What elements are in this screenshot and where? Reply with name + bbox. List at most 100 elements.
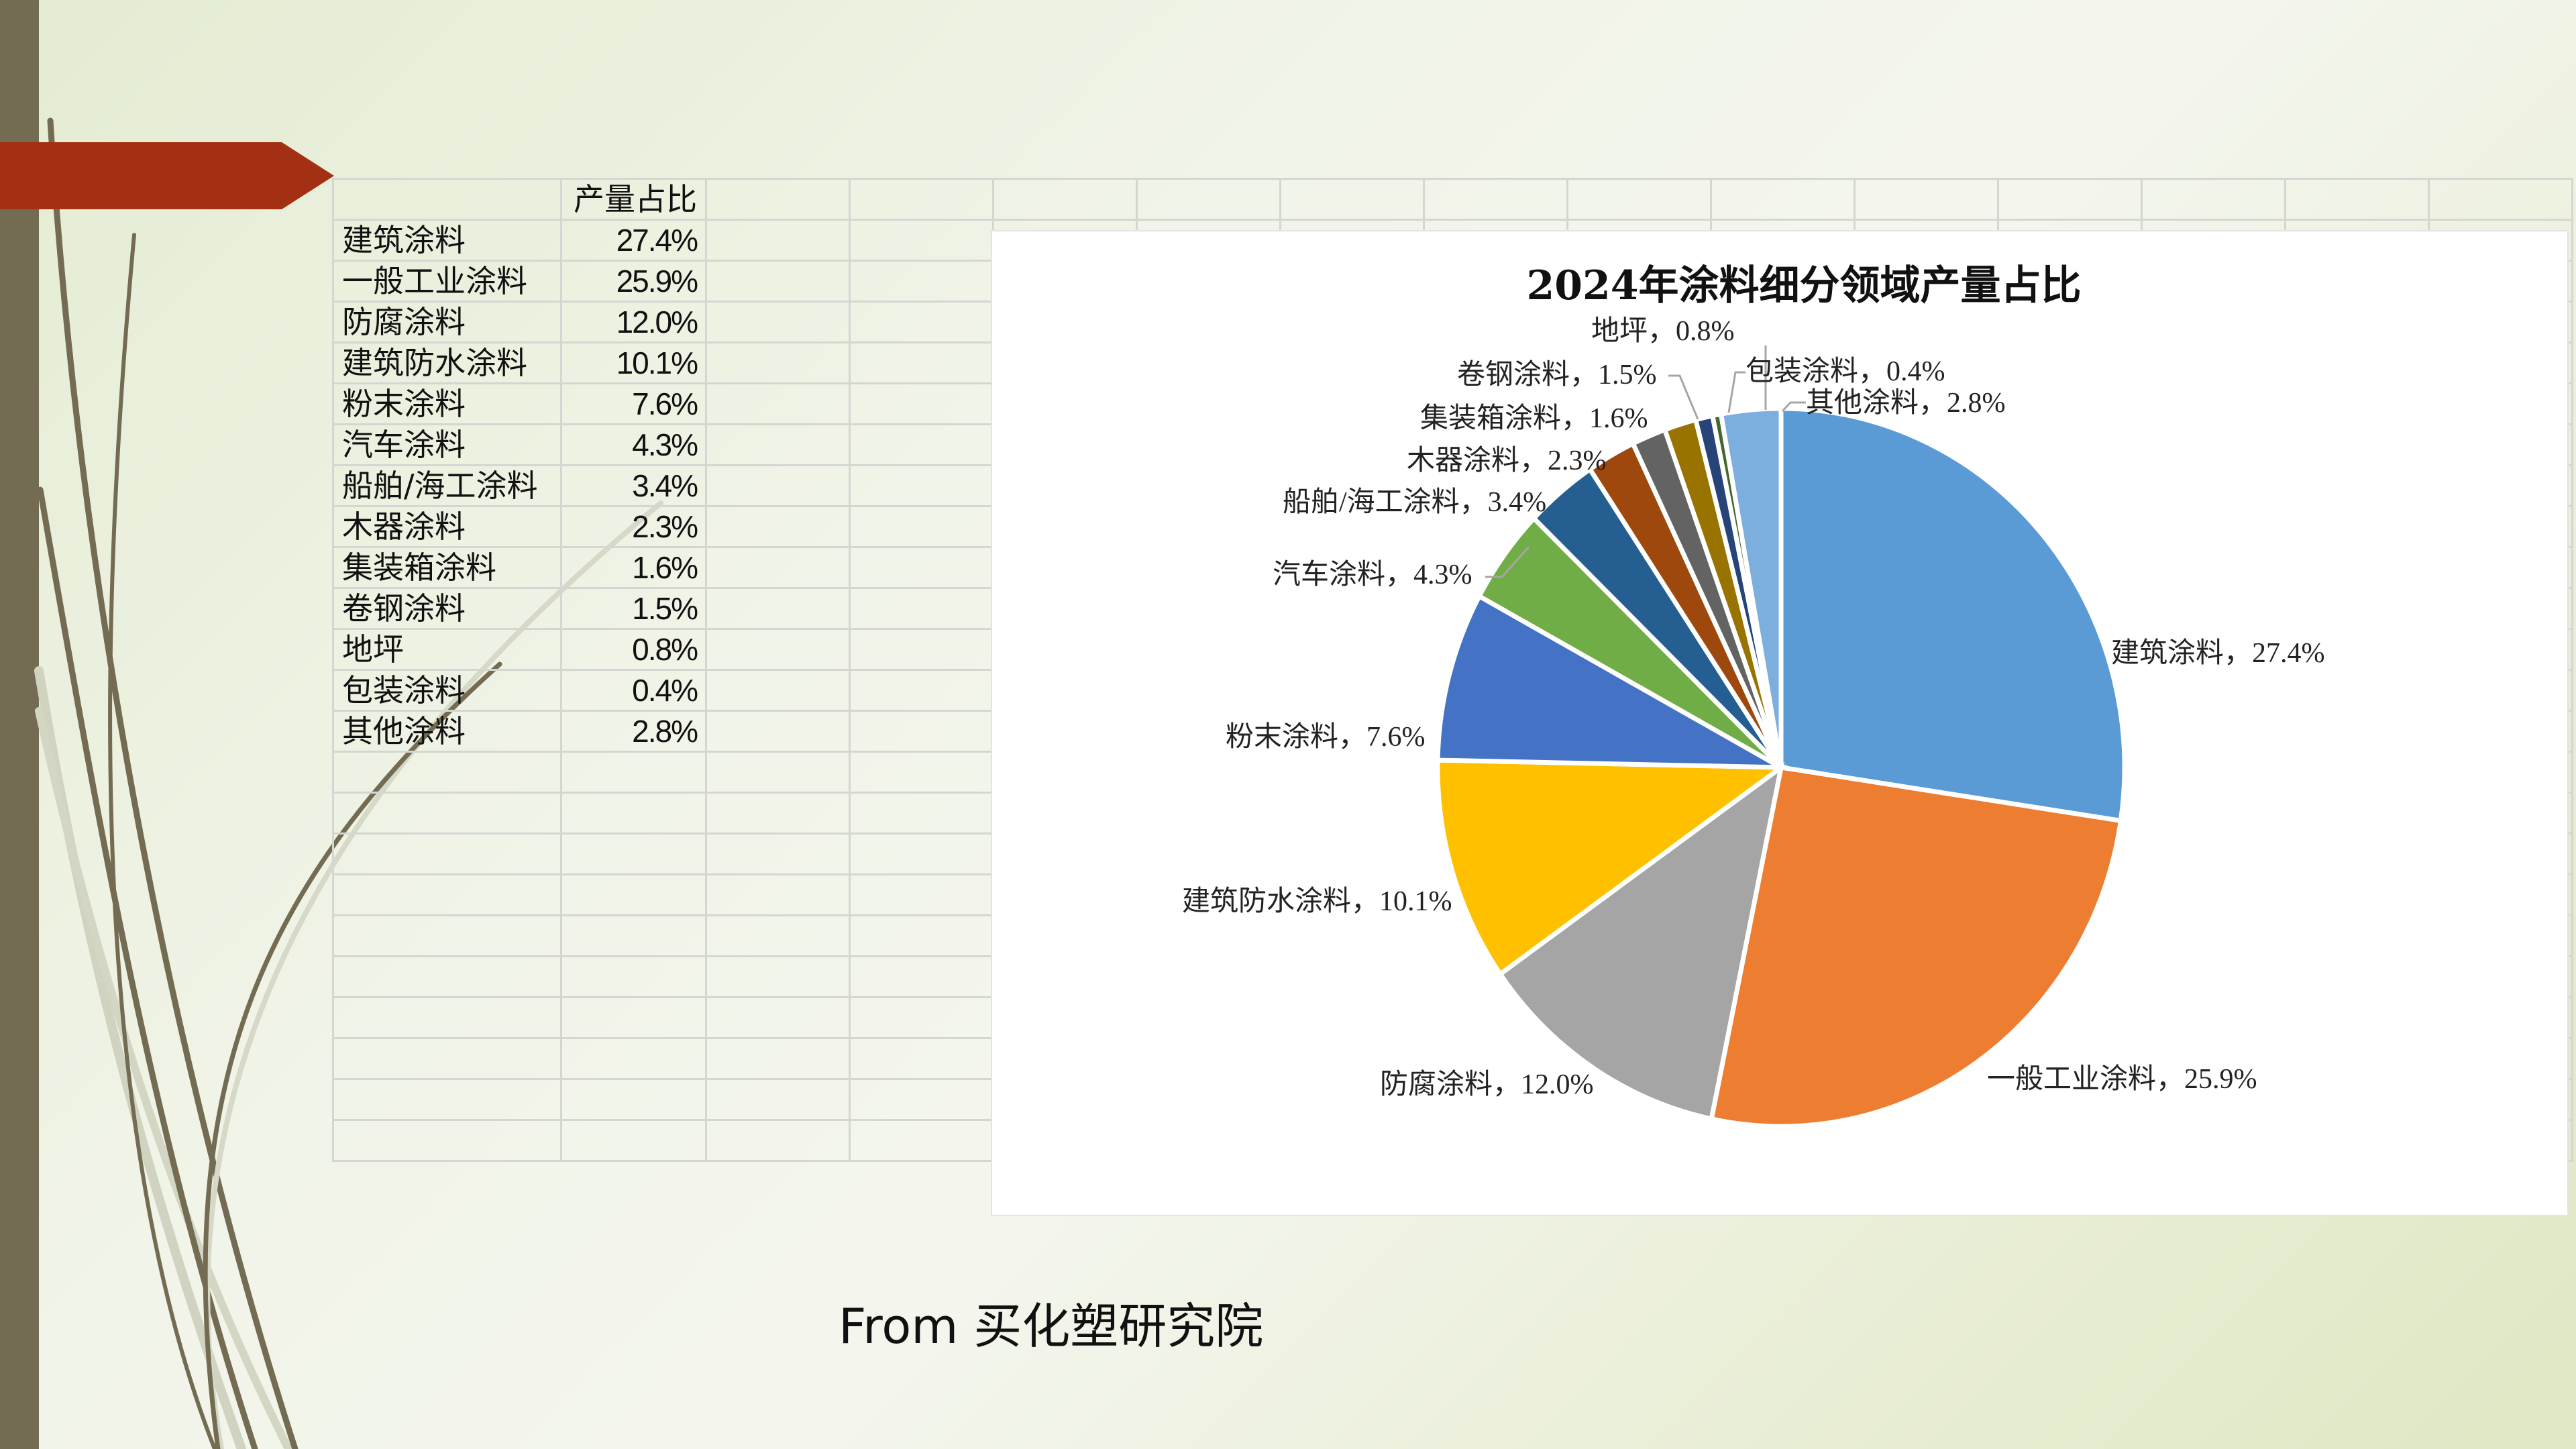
empty-cell[interactable] [560, 833, 707, 875]
category-cell[interactable]: 建筑防水涂料 [332, 341, 562, 384]
empty-cell[interactable] [849, 873, 994, 916]
empty-cell[interactable] [560, 914, 707, 957]
category-cell[interactable]: 一般工业涂料 [332, 260, 562, 303]
empty-cell[interactable] [705, 587, 851, 630]
category-cell[interactable]: 防腐涂料 [332, 301, 562, 343]
empty-cell[interactable] [560, 873, 707, 916]
header-cell-share[interactable]: 产量占比 [560, 178, 707, 221]
empty-cell[interactable] [705, 1119, 851, 1162]
empty-cell[interactable] [560, 996, 707, 1039]
empty-cell[interactable] [560, 792, 707, 835]
empty-cell[interactable] [705, 792, 851, 835]
empty-cell[interactable] [849, 1078, 994, 1121]
empty-cell[interactable] [849, 505, 994, 548]
pie-slice[interactable] [1435, 757, 1788, 978]
share-cell[interactable]: 1.6% [560, 546, 707, 589]
empty-cell[interactable] [705, 914, 851, 957]
empty-cell[interactable] [705, 955, 851, 998]
share-cell[interactable]: 0.8% [560, 628, 707, 671]
empty-cell[interactable] [849, 260, 994, 303]
empty-cell[interactable] [849, 341, 994, 384]
empty-cell[interactable] [849, 669, 994, 712]
empty-cell[interactable] [849, 1119, 994, 1162]
empty-cell[interactable] [332, 914, 562, 957]
category-cell[interactable]: 卷钢涂料 [332, 587, 562, 630]
empty-cell[interactable] [2284, 178, 2430, 221]
empty-cell[interactable] [332, 955, 562, 998]
empty-cell[interactable] [1997, 178, 2143, 221]
empty-cell[interactable] [1710, 178, 1856, 221]
empty-cell[interactable] [849, 219, 994, 262]
category-cell[interactable]: 船舶/海工涂料 [332, 464, 562, 507]
category-cell[interactable]: 木器涂料 [332, 505, 562, 548]
empty-cell[interactable] [849, 546, 994, 589]
empty-cell[interactable] [1136, 178, 1281, 221]
pie-slice[interactable] [1778, 406, 2127, 824]
empty-cell[interactable] [1423, 178, 1568, 221]
empty-cell[interactable] [705, 382, 851, 425]
share-cell[interactable]: 3.4% [560, 464, 707, 507]
empty-cell[interactable] [332, 833, 562, 875]
share-cell[interactable]: 0.4% [560, 669, 707, 712]
empty-cell[interactable] [705, 669, 851, 712]
empty-cell[interactable] [849, 464, 994, 507]
empty-cell[interactable] [332, 1037, 562, 1080]
empty-cell[interactable] [705, 464, 851, 507]
share-cell[interactable]: 12.0% [560, 301, 707, 343]
empty-cell[interactable] [332, 1119, 562, 1162]
empty-cell[interactable] [849, 710, 994, 753]
pie-slice[interactable] [1497, 761, 1785, 1122]
empty-cell[interactable] [849, 833, 994, 875]
header-cell-empty[interactable] [332, 178, 562, 221]
share-cell[interactable]: 2.3% [560, 505, 707, 548]
empty-cell[interactable] [705, 423, 851, 466]
share-cell[interactable]: 1.5% [560, 587, 707, 630]
empty-cell[interactable] [705, 341, 851, 384]
empty-cell[interactable] [849, 423, 994, 466]
empty-cell[interactable] [705, 219, 851, 262]
empty-cell[interactable] [1566, 178, 1712, 221]
empty-cell[interactable] [332, 751, 562, 794]
empty-cell[interactable] [705, 996, 851, 1039]
empty-cell[interactable] [560, 751, 707, 794]
empty-cell[interactable] [849, 628, 994, 671]
share-cell[interactable]: 27.4% [560, 219, 707, 262]
empty-cell[interactable] [332, 996, 562, 1039]
empty-cell[interactable] [849, 996, 994, 1039]
empty-cell[interactable] [849, 178, 994, 221]
empty-cell[interactable] [849, 792, 994, 835]
empty-cell[interactable] [705, 751, 851, 794]
empty-cell[interactable] [705, 301, 851, 343]
empty-cell[interactable] [705, 1037, 851, 1080]
empty-cell[interactable] [849, 914, 994, 957]
pie-chart[interactable]: 2024年涂料细分领域产量占比 建筑涂料，27.4% 一般工业涂料，25.9% 防腐… [991, 230, 2569, 1216]
empty-cell[interactable] [705, 873, 851, 916]
empty-cell[interactable] [560, 1037, 707, 1080]
empty-cell[interactable] [705, 833, 851, 875]
empty-cell[interactable] [705, 628, 851, 671]
empty-cell[interactable] [1854, 178, 1999, 221]
empty-cell[interactable] [849, 301, 994, 343]
empty-cell[interactable] [705, 710, 851, 753]
empty-cell[interactable] [1279, 178, 1425, 221]
empty-cell[interactable] [560, 1078, 707, 1121]
share-cell[interactable]: 2.8% [560, 710, 707, 753]
share-cell[interactable]: 4.3% [560, 423, 707, 466]
empty-cell[interactable] [705, 546, 851, 589]
empty-cell[interactable] [705, 178, 851, 221]
category-cell[interactable]: 粉末涂料 [332, 382, 562, 425]
pie-slice[interactable] [1435, 592, 1782, 770]
empty-cell[interactable] [705, 505, 851, 548]
empty-cell[interactable] [849, 382, 994, 425]
share-cell[interactable]: 7.6% [560, 382, 707, 425]
pie-slice[interactable] [1709, 765, 2124, 1129]
empty-cell[interactable] [560, 1119, 707, 1162]
empty-cell[interactable] [849, 751, 994, 794]
empty-cell[interactable] [332, 1078, 562, 1121]
empty-cell[interactable] [849, 587, 994, 630]
pie-slice[interactable] [1718, 406, 1784, 768]
category-cell[interactable]: 包装涂料 [332, 669, 562, 712]
category-cell[interactable]: 汽车涂料 [332, 423, 562, 466]
empty-cell[interactable] [2141, 178, 2286, 221]
category-cell[interactable]: 其他涂料 [332, 710, 562, 753]
